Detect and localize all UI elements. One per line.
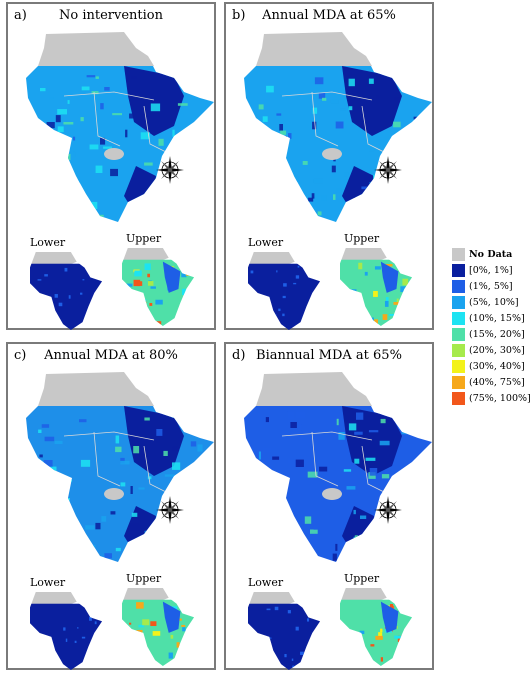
compass-rose-icon: [156, 156, 184, 184]
legend-item: No Data: [452, 246, 531, 262]
prevalence-map: [244, 32, 432, 222]
lower-bound-map: [29, 592, 103, 670]
panel-label: c): [14, 348, 27, 363]
map-panel-a: a) No intervention Lower Upper: [6, 2, 216, 330]
upper-label: Upper: [126, 232, 162, 245]
compass-rose-icon: [374, 156, 402, 184]
legend-item: (30%, 40%]: [452, 358, 531, 374]
upper-label: Upper: [344, 572, 380, 585]
legend-swatch: [452, 295, 465, 309]
legend-item: (40%, 75%]: [452, 374, 531, 390]
panel-label: d): [232, 348, 246, 363]
upper-bound-map: [121, 588, 195, 666]
lower-bound-map: [247, 592, 321, 670]
lower-label: Lower: [30, 576, 66, 589]
legend-swatch: [452, 391, 465, 405]
legend-label: (15%, 20%]: [469, 328, 525, 340]
legend-item: (1%, 5%]: [452, 278, 531, 294]
legend-label: (20%, 30%]: [469, 344, 525, 356]
legend-label: (1%, 5%]: [469, 280, 513, 292]
lower-label: Lower: [248, 236, 284, 249]
legend-label: (40%, 75%]: [469, 376, 525, 388]
legend-item: (15%, 20%]: [452, 326, 531, 342]
prevalence-map: [244, 372, 432, 562]
legend-swatch: [452, 247, 465, 261]
legend-swatch: [452, 375, 465, 389]
upper-bound-map: [339, 248, 413, 326]
legend-swatch: [452, 279, 465, 293]
lower-bound-map: [247, 252, 321, 330]
map-panel-d: d) Biannual MDA at 65% Lower Upper: [224, 342, 434, 670]
lower-label: Lower: [30, 236, 66, 249]
legend-label: [0%, 1%]: [469, 264, 513, 276]
legend-swatch: [452, 343, 465, 357]
legend-swatch: [452, 327, 465, 341]
legend-label: (10%, 15%]: [469, 312, 525, 324]
legend-swatch: [452, 359, 465, 373]
legend-label: No Data: [469, 248, 513, 260]
upper-bound-map: [339, 588, 413, 666]
legend-swatch: [452, 311, 465, 325]
legend-item: [0%, 1%]: [452, 262, 531, 278]
upper-label: Upper: [344, 232, 380, 245]
map-panel-b: b) Annual MDA at 65% Lower Upper: [224, 2, 434, 330]
compass-rose-icon: [156, 496, 184, 524]
legend-label: (30%, 40%]: [469, 360, 525, 372]
prevalence-map: [26, 32, 214, 222]
legend-label: (75%, 100%]: [469, 392, 531, 404]
map-panel-c: c) Annual MDA at 80% Lower Upper: [6, 342, 216, 670]
upper-bound-map: [121, 248, 195, 326]
legend-label: (5%, 10%]: [469, 296, 519, 308]
panel-title: Annual MDA at 80%: [44, 348, 178, 363]
compass-rose-icon: [374, 496, 402, 524]
panel-title: Biannual MDA at 65%: [256, 348, 402, 363]
legend-item: (75%, 100%]: [452, 390, 531, 406]
legend-swatch: [452, 263, 465, 277]
panel-title: Annual MDA at 65%: [262, 8, 396, 23]
lower-label: Lower: [248, 576, 284, 589]
legend-item: (10%, 15%]: [452, 310, 531, 326]
panel-label: a): [14, 8, 27, 23]
panel-label: b): [232, 8, 246, 23]
legend: No Data [0%, 1%] (1%, 5%] (5%, 10%] (10%, 15…: [452, 246, 531, 406]
lower-bound-map: [29, 252, 103, 330]
legend-item: (5%, 10%]: [452, 294, 531, 310]
legend-item: (20%, 30%]: [452, 342, 531, 358]
prevalence-map: [26, 372, 214, 562]
upper-label: Upper: [126, 572, 162, 585]
panel-title: No intervention: [59, 8, 163, 23]
